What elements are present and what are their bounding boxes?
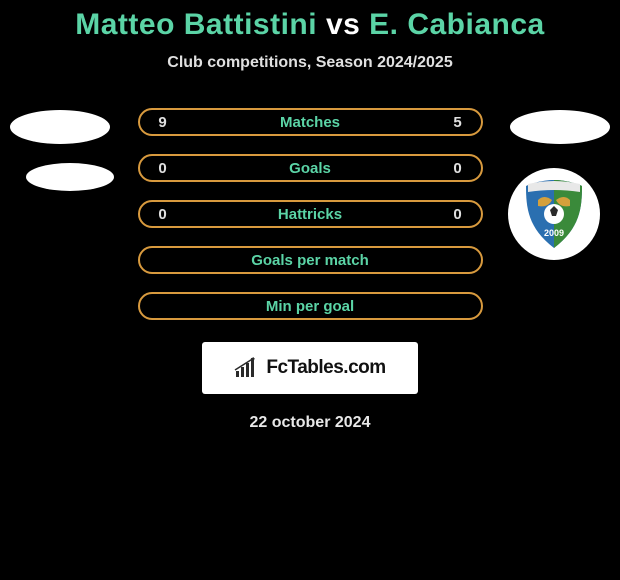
title-player2: E. Cabianca: [369, 8, 545, 41]
stat-rows: 9 Matches 5 0 Goals 0 0 Hattricks 0 Goal…: [138, 108, 483, 320]
infographic-container: Matteo Battistini vs E. Cabianca Club co…: [0, 0, 620, 432]
title-player1: Matteo Battistini: [75, 8, 317, 41]
stat-value-left: 0: [154, 160, 172, 177]
stat-value-left: 0: [154, 206, 172, 223]
stat-label: Goals: [172, 160, 449, 177]
fctables-logo: FcTables.com: [202, 342, 418, 394]
stat-value-right: 5: [449, 114, 467, 131]
date-label: 22 october 2024: [0, 414, 620, 432]
player2-club-badge: 2009: [508, 168, 600, 260]
stat-value-right: 0: [449, 206, 467, 223]
subtitle: Club competitions, Season 2024/2025: [0, 54, 620, 72]
player1-club-placeholder: [26, 163, 114, 191]
stat-row-matches: 9 Matches 5: [138, 108, 483, 136]
svg-text:2009: 2009: [544, 228, 564, 238]
stat-label: Goals per match: [172, 252, 449, 269]
logo-text: FcTables.com: [266, 357, 385, 379]
bar-chart-icon: [234, 357, 262, 379]
stat-label: Matches: [172, 114, 449, 131]
title-vs: vs: [326, 8, 360, 41]
stat-label: Min per goal: [172, 298, 449, 315]
player2-avatar-placeholder: [510, 110, 610, 144]
player1-avatar-placeholder: [10, 110, 110, 144]
stat-row-hattricks: 0 Hattricks 0: [138, 200, 483, 228]
club-shield-icon: 2009: [522, 178, 586, 250]
stat-row-goals-per-match: Goals per match: [138, 246, 483, 274]
stat-row-min-per-goal: Min per goal: [138, 292, 483, 320]
stat-value-right: 0: [449, 160, 467, 177]
stat-value-left: 9: [154, 114, 172, 131]
stat-row-goals: 0 Goals 0: [138, 154, 483, 182]
page-title: Matteo Battistini vs E. Cabianca: [0, 8, 620, 42]
stat-label: Hattricks: [172, 206, 449, 223]
comparison-area: 2009 9 Matches 5 0 Goals 0 0 Hattricks 0: [0, 108, 620, 432]
